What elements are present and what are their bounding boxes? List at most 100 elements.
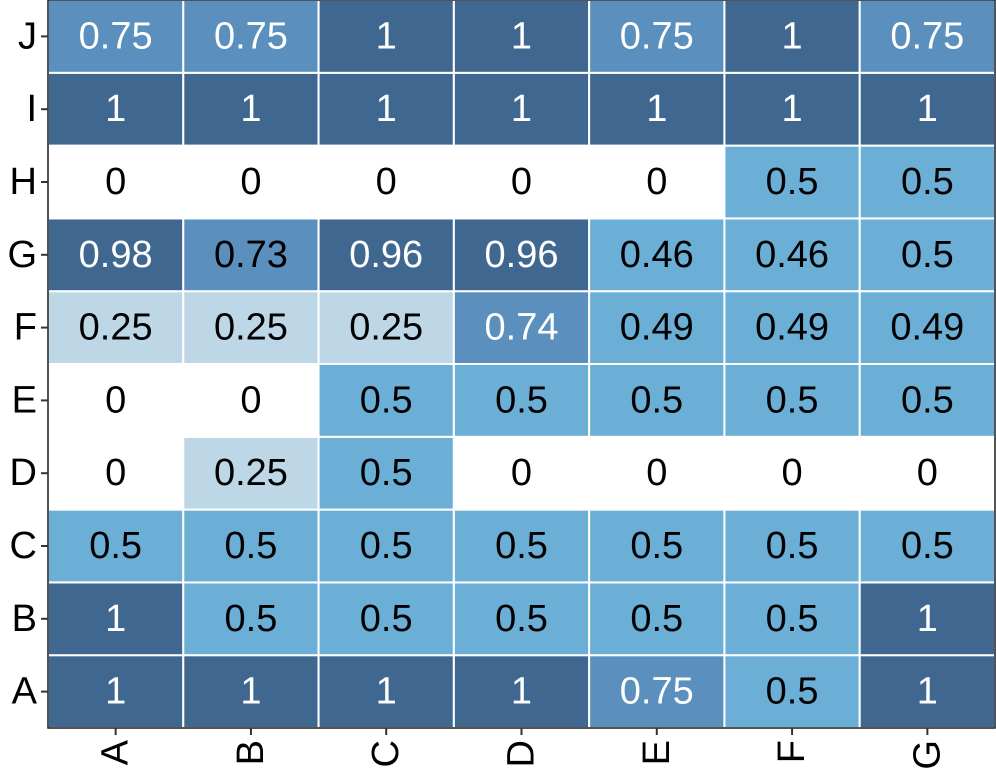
cell-value-label: 0.5 bbox=[766, 379, 819, 421]
cell-value-label: 0.96 bbox=[349, 234, 423, 276]
cell-value-label: 0.75 bbox=[890, 15, 964, 57]
cell-value-label: 0.5 bbox=[89, 525, 142, 567]
cell-value-label: 1 bbox=[105, 88, 126, 130]
heatmap-cell-G-E bbox=[588, 217, 726, 293]
heatmap-cell-J-C bbox=[317, 0, 455, 74]
cell-value-label: 1 bbox=[917, 88, 938, 130]
heatmap-cell-G-F bbox=[723, 217, 861, 293]
cell-value-label: 0.74 bbox=[485, 307, 559, 349]
heatmap-cell-B-E bbox=[588, 581, 726, 657]
heatmap-cell-C-F bbox=[723, 508, 861, 584]
heatmap-cell-F-C bbox=[317, 290, 455, 366]
cell-value-label: 0 bbox=[105, 161, 126, 203]
cell-value-label: 1 bbox=[240, 88, 261, 130]
cell-value-label: 1 bbox=[917, 598, 938, 640]
cell-value-label: 1 bbox=[376, 671, 397, 713]
x-tick-label: E bbox=[636, 740, 678, 765]
y-tick-label: C bbox=[10, 525, 37, 567]
cell-value-label: 0.5 bbox=[901, 525, 954, 567]
heatmap-cell-F-A bbox=[47, 290, 185, 366]
cell-value-label: 0 bbox=[105, 452, 126, 494]
heatmap-cell-A-F bbox=[723, 654, 861, 730]
cell-value-label: 0.5 bbox=[360, 452, 413, 494]
heatmap-cell-I-F bbox=[723, 71, 861, 147]
cell-value-label: 0.5 bbox=[225, 525, 278, 567]
heatmap-cell-G-C bbox=[317, 217, 455, 293]
x-tick-label: B bbox=[230, 740, 272, 765]
cell-value-label: 0.75 bbox=[214, 15, 288, 57]
x-axis: A B C D E F G bbox=[95, 728, 948, 770]
heatmap-cell-C-D bbox=[452, 508, 591, 584]
x-tick-label: C bbox=[365, 740, 407, 767]
heatmap-cell-C-B bbox=[182, 508, 320, 584]
heatmap-cell-H-E bbox=[588, 144, 726, 220]
cell-value-label: 0.46 bbox=[620, 234, 694, 276]
cell-value-label: 0.5 bbox=[630, 379, 683, 421]
heatmap-cell-B-B bbox=[182, 581, 320, 657]
cell-value-label: 0.5 bbox=[360, 379, 413, 421]
cell-value-label: 0.5 bbox=[901, 379, 954, 421]
y-tick-label: E bbox=[12, 379, 37, 421]
cell-value-label: 0 bbox=[511, 452, 532, 494]
heatmap-cell-E-G bbox=[858, 363, 996, 438]
heatmap-cell-G-G bbox=[858, 217, 996, 293]
cell-value-label: 0.5 bbox=[225, 598, 278, 640]
heatmap-cell-F-G bbox=[858, 290, 996, 366]
heatmap-cell-labels: 1 1 1 1 0.75 0.5 1 1 0.5 0.5 0.5 0.5 0.5 1 0.5 0.5 0.5 0.… bbox=[79, 15, 965, 712]
heatmap-cell-J-F bbox=[723, 0, 861, 74]
heatmap-cell-E-A bbox=[47, 363, 185, 438]
cell-value-label: 0.25 bbox=[349, 307, 423, 349]
y-tick-label: B bbox=[12, 598, 37, 640]
cell-value-label: 0.5 bbox=[495, 598, 548, 640]
heatmap-cells bbox=[47, 0, 996, 730]
cell-value-label: 0.75 bbox=[620, 15, 694, 57]
cell-value-label: 0.25 bbox=[214, 452, 288, 494]
cell-value-label: 1 bbox=[646, 88, 667, 130]
heatmap-cell-A-A bbox=[47, 654, 185, 730]
cell-value-label: 0 bbox=[917, 452, 938, 494]
cell-value-label: 0.5 bbox=[766, 161, 819, 203]
cell-value-label: 0.25 bbox=[79, 307, 153, 349]
heatmap-cell-I-C bbox=[317, 71, 455, 147]
cell-value-label: 1 bbox=[511, 671, 532, 713]
heatmap-cell-C-E bbox=[588, 508, 726, 584]
heatmap-cell-I-E bbox=[588, 71, 726, 147]
cell-value-label: 1 bbox=[105, 671, 126, 713]
cell-value-label: 0.5 bbox=[901, 234, 954, 276]
cell-value-label: 0.46 bbox=[755, 234, 829, 276]
cell-value-label: 1 bbox=[511, 88, 532, 130]
x-tick-label: D bbox=[501, 740, 543, 767]
cell-value-label: 0.5 bbox=[630, 598, 683, 640]
heatmap-cell-J-G bbox=[858, 0, 996, 74]
heatmap-cell-J-D bbox=[452, 0, 591, 74]
cell-value-label: 0.98 bbox=[79, 234, 153, 276]
y-tick-label: A bbox=[12, 671, 38, 713]
heatmap-cell-D-B bbox=[182, 435, 320, 511]
cell-value-label: 0.49 bbox=[890, 307, 964, 349]
cell-value-label: 0.5 bbox=[766, 671, 819, 713]
y-tick-label: J bbox=[18, 15, 37, 57]
x-tick-label: G bbox=[906, 740, 948, 770]
heatmap-cell-J-A bbox=[47, 0, 185, 74]
cell-value-label: 0 bbox=[105, 379, 126, 421]
y-tick-label: I bbox=[26, 88, 37, 130]
cell-value-label: 0 bbox=[511, 161, 532, 203]
heatmap-cell-C-C bbox=[317, 508, 455, 584]
heatmap-cell-H-A bbox=[47, 144, 185, 220]
cell-value-label: 0.25 bbox=[214, 307, 288, 349]
cell-value-label: 0.5 bbox=[766, 525, 819, 567]
heatmap-cell-F-F bbox=[723, 290, 861, 366]
cell-value-label: 1 bbox=[917, 671, 938, 713]
cell-value-label: 1 bbox=[511, 15, 532, 57]
heatmap-cell-D-G bbox=[858, 435, 996, 511]
cell-value-label: 1 bbox=[782, 88, 803, 130]
cell-value-label: 0 bbox=[240, 161, 261, 203]
cell-value-label: 1 bbox=[105, 598, 126, 640]
cell-value-label: 0 bbox=[240, 379, 261, 421]
heatmap-cell-A-B bbox=[182, 654, 320, 730]
heatmap-cell-C-G bbox=[858, 508, 996, 584]
y-tick-label: H bbox=[10, 161, 37, 203]
heatmap-cell-D-D bbox=[452, 435, 591, 511]
